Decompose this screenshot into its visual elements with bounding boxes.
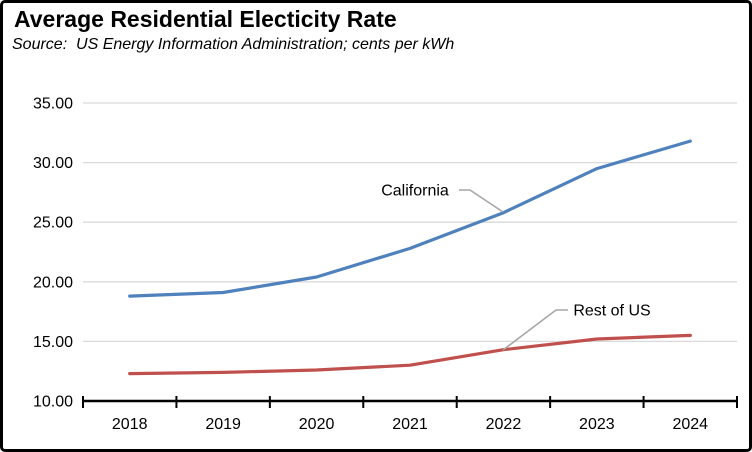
y-axis-tick-label: 10.00 <box>33 394 73 411</box>
y-axis-tick-label: 35.00 <box>33 96 73 113</box>
y-axis-tick-label: 20.00 <box>33 274 73 291</box>
series-line-california <box>128 139 692 298</box>
x-axis-tick-label: 2018 <box>112 416 148 433</box>
series-label-california: California <box>381 183 449 200</box>
series-label-rest-of-us: Rest of US <box>573 303 650 320</box>
y-axis-tick-label: 15.00 <box>33 334 73 351</box>
y-axis-tick-label: 30.00 <box>33 155 73 172</box>
x-axis-tick-label: 2019 <box>205 416 241 433</box>
series-line-rest-of-us <box>128 333 692 376</box>
y-axis-tick-label: 25.00 <box>33 215 73 232</box>
chart-subtitle: Source: US Energy Information Administra… <box>12 36 455 53</box>
x-axis-tick-label: 2020 <box>299 416 335 433</box>
x-axis-tick-label: 2022 <box>486 416 522 433</box>
x-axis-tick-label: 2023 <box>579 416 615 433</box>
annotation-leader-line <box>502 309 568 351</box>
annotation-leader-line <box>459 189 504 213</box>
plot-area: 10.00 15.00 20.00 25.00 30.00 35.00 2018 2019 20… <box>33 96 738 433</box>
chart-title: Average Residential Electicity Rate <box>14 6 397 32</box>
x-axis-tick-label: 2024 <box>672 416 708 433</box>
x-axis-tick-label: 2021 <box>392 416 428 433</box>
